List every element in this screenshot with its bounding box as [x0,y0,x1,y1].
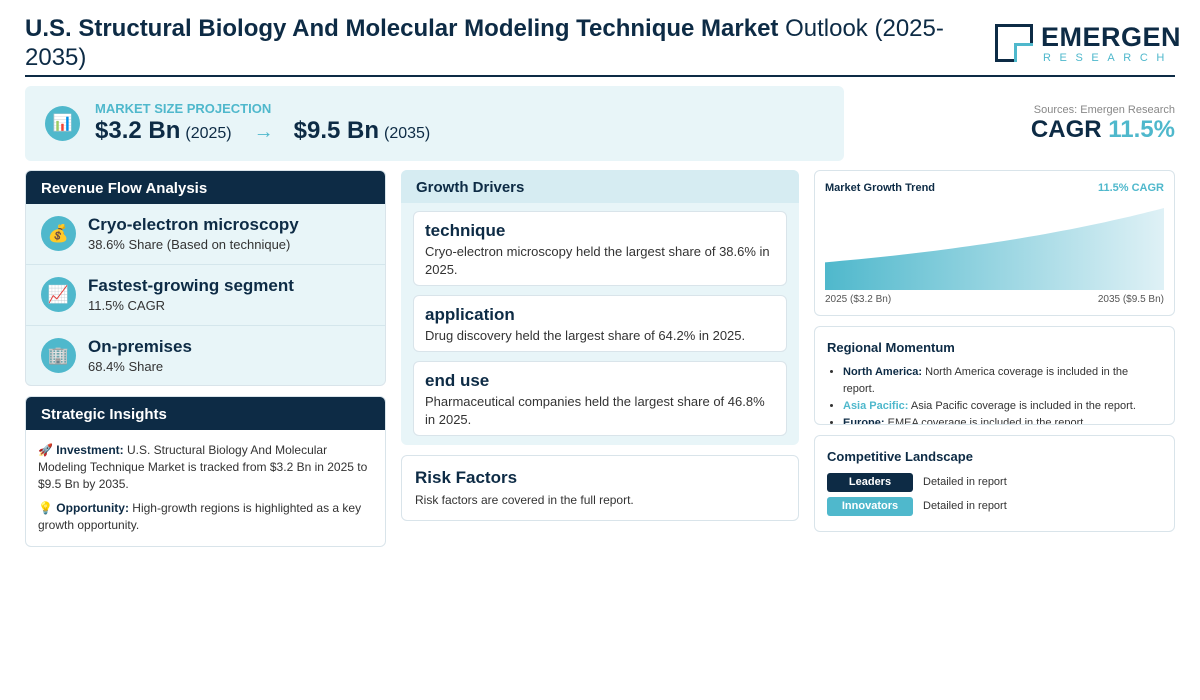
investment-label: Investment: [56,443,124,457]
competitor-row: Leaders Detailed in report [827,473,1162,497]
start-value: $3.2 Bn [95,117,181,144]
revenue-item-title: Fastest-growing segment [88,276,294,295]
revenue-flow-title: Revenue Flow Analysis [26,171,385,204]
revenue-item-subtitle: 11.5% CAGR [88,298,166,313]
regional-momentum-card: Regional Momentum North America: North A… [814,326,1175,425]
innovators-badge: Innovators [827,497,913,516]
revenue-item-subtitle: 68.4% Share [88,359,164,374]
strategic-insights-card: Strategic Insights 🚀 Investment: U.S. St… [25,396,386,547]
start-year: (2025) [185,125,232,142]
competitor-detail: Detailed in report [923,476,1007,488]
end-value: $9.5 Bn [293,117,379,144]
investment-text: U.S. Structural Biology And Molecular Mo… [38,443,368,491]
driver-text: Cryo-electron microscopy held the larges… [425,244,770,277]
growth-drivers-title: Growth Drivers [401,170,799,203]
region-list: North America: North America coverage is… [827,364,1162,425]
projection-label: MARKET SIZE PROJECTION [95,101,272,116]
risk-factors-card: Risk Factors Risk factors are covered in… [401,455,799,521]
cagr-summary: CAGR 11.5% [1031,116,1175,144]
driver-text: Drug discovery held the largest share of… [425,328,746,343]
list-item: 📈 Fastest-growing segment 11.5% CAGR [26,265,385,326]
building-icon: 🏢 [41,338,76,373]
title-period: Outlook (2025-2035) [25,15,944,71]
region-text: North America coverage is included in th… [843,366,1129,395]
region-name: Asia Pacific: [843,400,909,412]
growth-drivers-panel: Growth Drivers technique Cryo-electron m… [401,170,799,445]
chart-title: Market Growth Trend [825,182,936,194]
list-item: 💰 Cryo-electron microscopy 38.6% Share (… [26,204,385,265]
region-name: Europe: [843,417,885,425]
driver-title: end use [425,371,490,390]
list-item: 🏢 On-premises 68.4% Share [26,326,385,385]
driver-text: Pharmaceutical companies held the larges… [425,394,765,427]
chart-end-label: 2035 ($9.5 Bn) [1097,294,1164,305]
light-bulb-icon: 💡 [38,501,53,515]
emergen-logo: EMERGEN RESEARCH [995,22,1181,66]
competitor-detail: Detailed in report [923,500,1007,512]
sources-text: Sources: Emergen Research [1033,104,1175,116]
revenue-item-title: Cryo-electron microscopy [88,215,299,234]
chart-cagr-annotation: 11.5% CAGR [1097,182,1164,194]
market-growth-trend-card: Market Growth Trend 11.5% CAGR 2025 ($3.… [814,170,1175,316]
logo-wordmark: EMERGEN [1041,22,1182,52]
rocket-icon: 🚀 [38,443,53,457]
region-name: North America: [843,366,923,378]
driver-title: technique [425,221,506,240]
driver-card: end use Pharmaceutical companies held th… [413,361,787,436]
competitive-landscape-card: Competitive Landscape Leaders Detailed i… [814,435,1175,532]
opportunity-text: High-growth regions is highlighted as a … [38,501,362,532]
chart-start-label: 2025 ($3.2 Bn) [825,294,892,305]
revenue-flow-card: Revenue Flow Analysis 💰 Cryo-electron mi… [25,170,386,386]
report-header: U.S. Structural Biology And Molecular Mo… [25,14,1181,77]
market-size-projection: 📊 MARKET SIZE PROJECTION $3.2 Bn (2025) → $… [25,86,844,161]
investment-insight: 🚀 Investment: U.S. Structural Biology An… [38,442,373,493]
risk-factors-title: Risk Factors [415,468,518,487]
competitor-row: Innovators Detailed in report [827,497,1162,521]
money-bag-icon: 💰 [41,216,76,251]
cagr-label: CAGR [1030,116,1102,143]
logo-mark-icon [995,24,1033,62]
revenue-item-title: On-premises [88,337,192,356]
projection-values: $3.2 Bn (2025) → $9.5 Bn (2035) [95,117,430,145]
competitive-landscape-title: Competitive Landscape [827,449,973,464]
revenue-item-subtitle: 38.6% Share (Based on technique) [88,237,291,252]
list-item: North America: North America coverage is… [843,364,1162,398]
list-item: Europe: EMEA coverage is included in the… [843,415,1162,425]
regional-momentum-title: Regional Momentum [827,340,955,355]
page-title: U.S. Structural Biology And Molecular Mo… [25,14,965,72]
growth-area [825,208,1164,290]
strategic-insights-title: Strategic Insights [26,397,385,430]
logo-subtitle: RESEARCH [1043,52,1173,64]
driver-card: application Drug discovery held the larg… [413,295,787,352]
driver-title: application [425,305,515,324]
end-year: (2035) [384,125,431,142]
opportunity-insight: 💡 Opportunity: High-growth regions is hi… [38,500,373,534]
region-text: Asia Pacific coverage is included in the… [910,400,1136,412]
chart-up-icon: 📈 [41,277,76,312]
list-item: Asia Pacific: Asia Pacific coverage is i… [843,398,1162,415]
bar-chart-icon: 📊 [45,106,80,141]
growth-area-chart [825,208,1164,290]
opportunity-label: Opportunity: [56,501,129,515]
driver-card: technique Cryo-electron microscopy held … [413,211,787,286]
cagr-value: 11.5% [1108,116,1175,143]
title-main: U.S. Structural Biology And Molecular Mo… [25,15,779,42]
risk-factors-text: Risk factors are covered in the full rep… [415,493,634,507]
leaders-badge: Leaders [827,473,913,492]
region-text: EMEA coverage is included in the report. [887,417,1087,425]
arrow-right-icon: → [253,121,274,143]
